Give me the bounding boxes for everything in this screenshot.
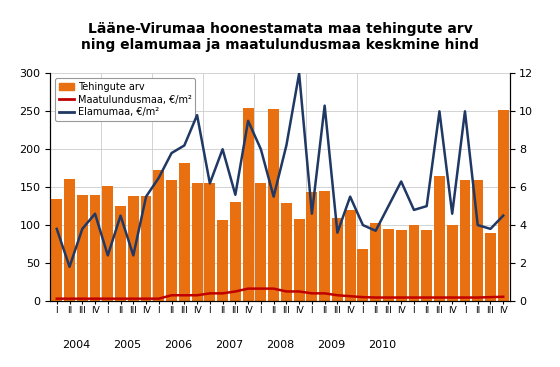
Bar [217, 220, 228, 301]
Text: 2007: 2007 [215, 340, 243, 350]
Bar [141, 196, 152, 301]
Bar [460, 179, 470, 301]
Bar [128, 196, 139, 301]
Bar [485, 233, 496, 301]
Bar [498, 110, 508, 301]
Bar [166, 179, 177, 301]
Bar [64, 179, 75, 301]
Bar [293, 219, 305, 301]
Text: Lääne-Virumaa hoonestamata maa tehingute arv
ning elamumaa ja maatulundusmaa kes: Lääne-Virumaa hoonestamata maa tehingute… [81, 22, 479, 52]
Bar [90, 195, 100, 301]
Bar [332, 218, 343, 301]
Bar [345, 210, 356, 301]
Bar [319, 191, 330, 301]
Bar [357, 249, 368, 301]
Bar [434, 176, 445, 301]
Bar [396, 230, 407, 301]
Bar [255, 184, 267, 301]
Bar [306, 192, 318, 301]
Bar [77, 195, 88, 301]
Bar [204, 184, 215, 301]
Bar [115, 206, 126, 301]
Bar [192, 184, 203, 301]
Bar [153, 171, 164, 301]
Bar [230, 202, 241, 301]
Bar [102, 186, 113, 301]
Bar [421, 230, 432, 301]
Bar [370, 223, 381, 301]
Bar [447, 225, 458, 301]
Bar [472, 179, 483, 301]
Text: 2008: 2008 [266, 340, 294, 350]
Bar [383, 229, 394, 301]
Legend: Tehingute arv, Maatulundusmaa, €/m², Elamumaa, €/m²: Tehingute arv, Maatulundusmaa, €/m², Ela… [55, 78, 195, 121]
Bar [52, 199, 62, 301]
Text: 2010: 2010 [368, 340, 396, 350]
Text: 2004: 2004 [62, 340, 90, 350]
Bar [179, 163, 190, 301]
Text: 2006: 2006 [164, 340, 192, 350]
Text: 2009: 2009 [317, 340, 345, 350]
Bar [281, 203, 292, 301]
Bar [268, 109, 279, 301]
Bar [408, 225, 419, 301]
Text: 2005: 2005 [113, 340, 141, 350]
Bar [242, 108, 254, 301]
